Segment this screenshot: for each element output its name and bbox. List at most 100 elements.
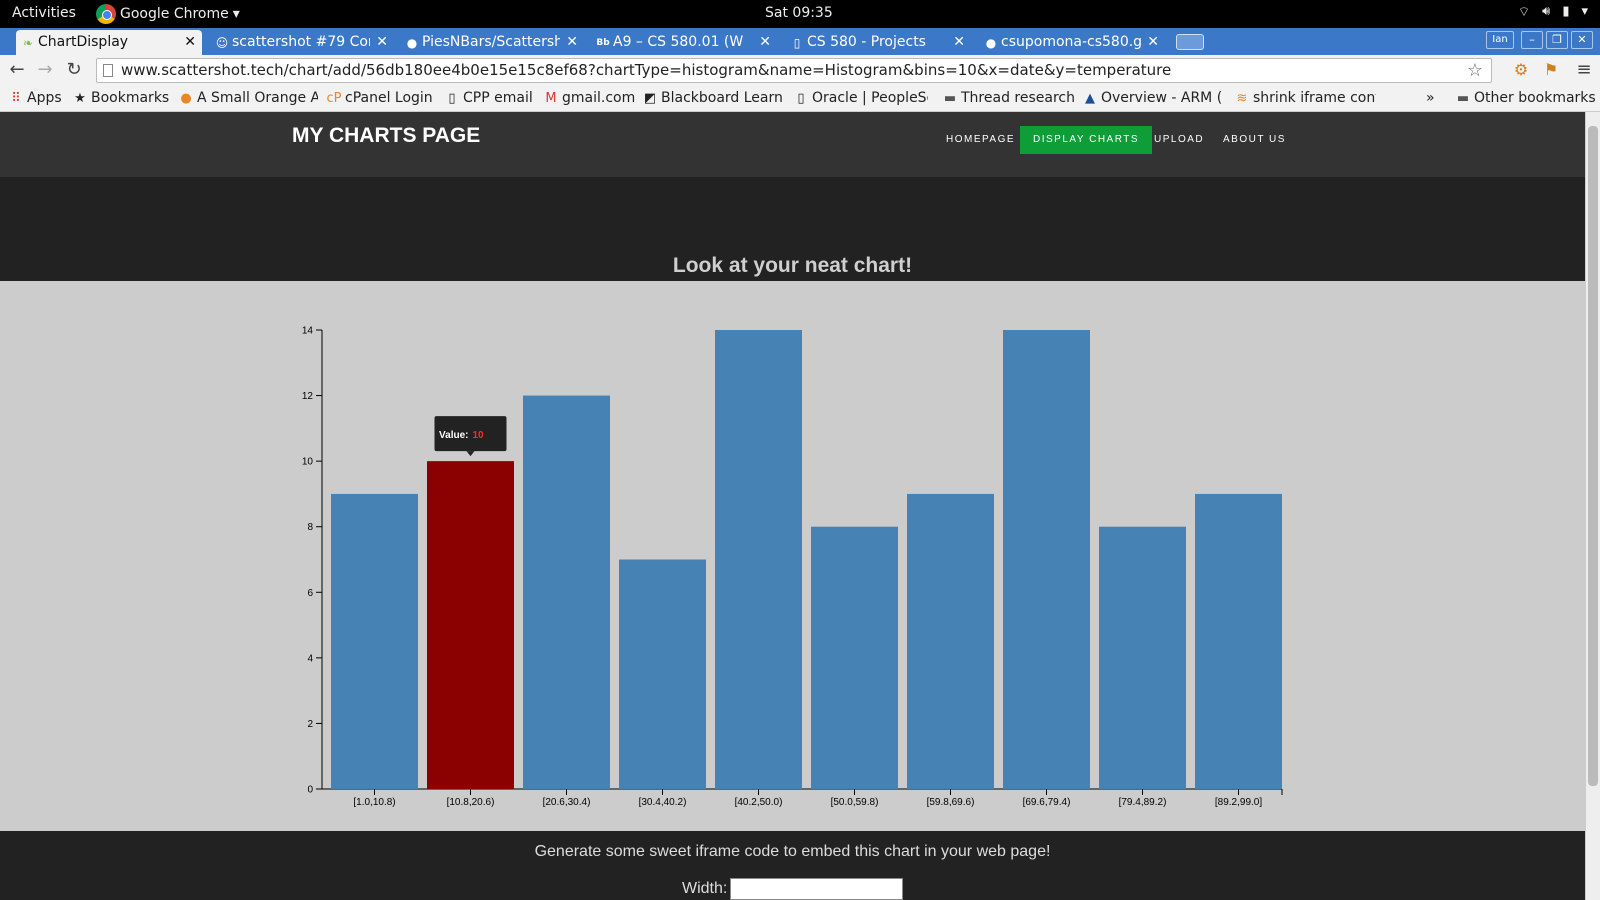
avatar-icon: ☺ [215, 36, 229, 50]
x-tick-label: [79.4,89.2) [1119, 797, 1167, 808]
bookmark-apps[interactable]: ⠿ Apps [8, 89, 61, 108]
stackoverflow-icon: ≋ [1236, 91, 1248, 106]
caret-down-icon: ▾ [232, 6, 240, 22]
histogram-bar[interactable] [1099, 526, 1186, 789]
url-text: www.scattershot.tech/chart/add/56db180ee… [121, 61, 1172, 79]
cpanel-icon: cP [326, 91, 342, 106]
histogram-bar[interactable] [619, 559, 706, 790]
tab-title: A9 – CS 580.01 (W [613, 34, 744, 50]
clock[interactable]: Sat 09:35 [765, 5, 833, 21]
nav-upload[interactable]: UPLOAD [1154, 134, 1205, 145]
page-icon: ▯ [448, 91, 456, 106]
arm-icon: ▲ [1085, 91, 1095, 106]
tab-title: scattershot #79 Cor [232, 34, 370, 50]
bookmark-cpanel[interactable]: cP cPanel Login [326, 90, 433, 106]
chevron-right-icon[interactable]: » [1426, 90, 1435, 106]
bookmark-cpp-email[interactable]: ▯ CPP email [444, 89, 532, 108]
bookmark-blackboard[interactable]: ◩ Blackboard Learn [643, 90, 783, 106]
system-tray[interactable]: ⌔ 🔊︎ ▮ ▾ [1518, 4, 1588, 20]
close-icon[interactable]: ✕ [953, 34, 965, 50]
bookmark-bookmarks[interactable]: ★ Bookmarks [72, 89, 169, 108]
wifi-icon: ⌔ [1517, 5, 1531, 20]
tab-csupomona[interactable]: ● csupomona-cs580.gi ✕ [979, 30, 1165, 55]
x-tick-label: [50.0,59.8) [831, 797, 879, 808]
forward-icon[interactable]: → [37, 59, 53, 80]
orange-icon: ● [180, 91, 192, 106]
system-top-bar: Activities Google Chrome ▾ Sat 09:35 ⌔ 🔊… [0, 0, 1600, 28]
page-scrollbar[interactable] [1585, 112, 1600, 900]
nav-about-us[interactable]: ABOUT US [1223, 134, 1286, 145]
back-icon[interactable]: ← [9, 59, 25, 80]
page-viewport: MY CHARTS PAGE HOMEPAGE DISPLAY CHARTS U… [0, 112, 1585, 900]
x-tick-label: [59.8,69.6) [927, 797, 975, 808]
histogram-bar[interactable] [907, 493, 994, 789]
bookmark-oracle[interactable]: ▯ Oracle | PeopleSc [793, 89, 928, 108]
scrollbar-thumb[interactable] [1588, 126, 1598, 786]
histogram-bar[interactable] [427, 461, 514, 789]
volume-icon: 🔊︎ [1542, 4, 1551, 19]
bookmark-small-orange[interactable]: ● A Small Orange A [178, 89, 318, 108]
extension-icon[interactable]: ⚙ [1513, 60, 1529, 79]
tab-title: ChartDisplay [38, 34, 129, 50]
histogram-bar[interactable] [811, 526, 898, 789]
minimize-icon[interactable]: – [1521, 31, 1543, 49]
site-brand[interactable]: MY CHARTS PAGE [292, 124, 481, 147]
blackboard-icon: Bb [596, 38, 610, 48]
close-icon[interactable]: ✕ [566, 34, 578, 50]
tab-chartdisplay[interactable]: ❧ ChartDisplay ✕ [16, 30, 202, 55]
histogram-bar[interactable] [1003, 330, 1090, 789]
reload-icon[interactable]: ↻ [66, 59, 82, 80]
close-icon[interactable]: ✕ [376, 34, 388, 50]
blackboard-icon: ◩ [643, 91, 657, 106]
y-tick-label: 12 [302, 391, 314, 402]
close-icon[interactable]: ✕ [184, 34, 196, 50]
user-badge[interactable]: Ian [1486, 31, 1514, 49]
tab-cs580-projects[interactable]: ▯ CS 580 - Projects ✕ [785, 30, 971, 55]
github-icon: ● [406, 36, 418, 50]
histogram-chart: 0 2 4 6 8 10 12 14 [1.0,10.8) [10.8,20.6) [20.6,30… [302, 326, 1283, 808]
menu-icon[interactable]: ≡ [1576, 59, 1592, 80]
close-icon[interactable]: ✕ [1147, 34, 1159, 50]
histogram-bar[interactable] [523, 395, 610, 789]
page-icon: ▯ [797, 91, 805, 106]
apps-grid-icon: ⠿ [11, 91, 21, 106]
tooltip-value: 10 [473, 430, 485, 441]
tooltip-label: Value: [439, 430, 468, 441]
activities-button[interactable]: Activities [12, 5, 76, 21]
extension-flag-icon[interactable]: ⚑ [1543, 60, 1559, 79]
tab-scattershot-issue[interactable]: ☺ scattershot #79 Cor ✕ [210, 30, 394, 55]
tab-a9[interactable]: Bb A9 – CS 580.01 (W ✕ [591, 30, 777, 55]
tab-piesnbars[interactable]: ● PiesNBars/Scattersh ✕ [400, 30, 584, 55]
battery-icon: ▮ [1562, 4, 1570, 19]
new-tab-button[interactable] [1176, 34, 1204, 50]
close-icon[interactable]: ✕ [759, 34, 771, 50]
bookmark-other[interactable]: ▬ Other bookmarks [1456, 90, 1596, 106]
y-tick-label: 8 [307, 522, 313, 533]
bookmark-shrink-iframe[interactable]: ≋ shrink iframe cont [1234, 89, 1376, 108]
bookmark-arm-overview[interactable]: ▲ Overview - ARM ( [1082, 89, 1222, 108]
page-icon [103, 64, 113, 77]
nav-display-charts[interactable]: DISPLAY CHARTS [1020, 126, 1153, 154]
browser-toolbar: ← → ↻ www.scattershot.tech/chart/add/56d… [0, 55, 1600, 85]
address-bar[interactable]: www.scattershot.tech/chart/add/56db180ee… [96, 58, 1492, 83]
x-tick-label: [10.8,20.6) [447, 797, 495, 808]
histogram-bar[interactable] [331, 493, 418, 789]
caret-down-icon: ▾ [1581, 4, 1588, 19]
bookmark-thread-research[interactable]: ▬ Thread research [943, 90, 1075, 106]
y-tick-label: 14 [302, 326, 314, 337]
github-icon: ● [985, 36, 997, 50]
close-window-icon[interactable]: ✕ [1571, 31, 1593, 49]
nav-homepage[interactable]: HOMEPAGE [946, 134, 1016, 145]
width-input[interactable] [730, 878, 903, 900]
embed-section: Generate some sweet iframe code to embed… [0, 831, 1585, 900]
histogram-bar[interactable] [715, 330, 802, 789]
x-tick-label: [1.0,10.8) [353, 797, 395, 808]
folder-icon: ▬ [1456, 91, 1470, 106]
bookmark-star-icon[interactable]: ☆ [1466, 60, 1483, 81]
y-tick-label: 2 [307, 719, 313, 730]
app-menu[interactable]: Google Chrome ▾ [96, 3, 240, 25]
x-tick-label: [89.2,99.0] [1215, 797, 1262, 808]
histogram-bar[interactable] [1195, 493, 1282, 789]
restore-icon[interactable]: ❐ [1546, 31, 1568, 49]
